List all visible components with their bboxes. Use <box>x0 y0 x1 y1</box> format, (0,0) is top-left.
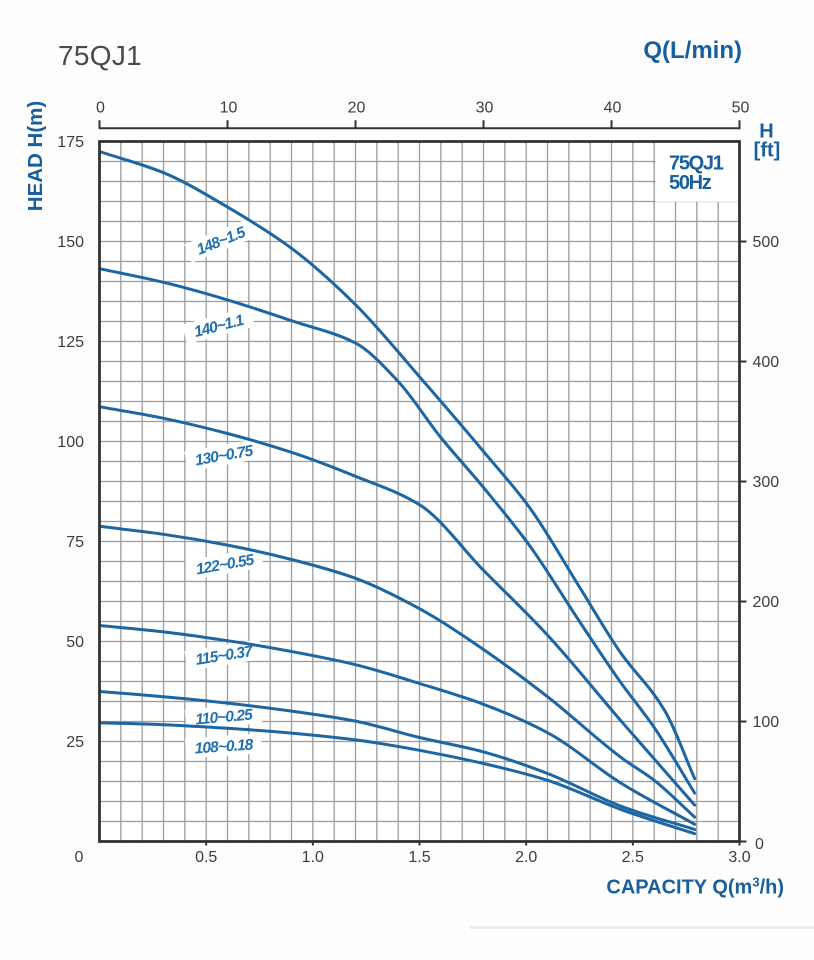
svg-text:0: 0 <box>96 100 105 117</box>
svg-text:Q(L/min): Q(L/min) <box>643 37 742 64</box>
svg-text:25: 25 <box>66 734 84 751</box>
svg-text:75: 75 <box>66 534 84 551</box>
svg-text:2.5: 2.5 <box>622 849 644 866</box>
svg-text:75QJ1: 75QJ1 <box>669 152 724 174</box>
svg-text:HEAD H(m): HEAD H(m) <box>24 101 47 211</box>
svg-text:2.0: 2.0 <box>515 849 537 866</box>
svg-text:110~0.25: 110~0.25 <box>195 706 254 728</box>
svg-text:0.5: 0.5 <box>195 849 217 866</box>
svg-text:175: 175 <box>57 134 84 151</box>
svg-text:50: 50 <box>732 100 750 117</box>
svg-text:20: 20 <box>348 100 366 117</box>
svg-text:300: 300 <box>753 474 780 491</box>
svg-text:150: 150 <box>57 234 84 251</box>
svg-text:125: 125 <box>57 334 84 351</box>
svg-text:40: 40 <box>604 100 622 117</box>
svg-text:1.0: 1.0 <box>302 849 324 866</box>
svg-text:200: 200 <box>753 594 780 611</box>
svg-text:30: 30 <box>476 100 494 117</box>
svg-text:500: 500 <box>753 234 780 251</box>
svg-text:100: 100 <box>57 434 84 451</box>
svg-text:50Hz: 50Hz <box>669 172 712 194</box>
svg-text:0: 0 <box>75 849 84 866</box>
svg-text:75QJ1: 75QJ1 <box>58 40 142 71</box>
svg-text:50: 50 <box>66 634 84 651</box>
svg-text:100: 100 <box>753 714 780 731</box>
svg-text:H: H <box>759 121 773 143</box>
svg-text:10: 10 <box>220 100 238 117</box>
svg-text:108~0.18: 108~0.18 <box>194 736 254 757</box>
svg-text:[ft]: [ft] <box>754 140 781 162</box>
svg-text:3.0: 3.0 <box>728 849 750 866</box>
svg-text:1.5: 1.5 <box>408 849 430 866</box>
svg-text:0: 0 <box>755 836 764 853</box>
svg-text:400: 400 <box>753 354 780 371</box>
